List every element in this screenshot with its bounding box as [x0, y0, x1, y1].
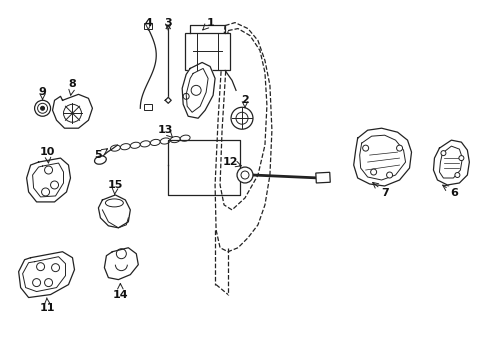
Text: 3: 3 — [164, 18, 172, 28]
Text: 7: 7 — [381, 188, 388, 198]
Ellipse shape — [180, 135, 190, 141]
Polygon shape — [52, 94, 92, 128]
Ellipse shape — [170, 136, 180, 143]
Polygon shape — [165, 97, 171, 103]
Circle shape — [396, 145, 402, 151]
Circle shape — [44, 279, 52, 287]
Circle shape — [440, 150, 445, 156]
Polygon shape — [432, 140, 468, 185]
Circle shape — [50, 181, 59, 189]
Polygon shape — [182, 62, 215, 118]
Circle shape — [35, 100, 50, 116]
Bar — [185, 32, 229, 71]
Circle shape — [370, 169, 376, 175]
Text: 9: 9 — [39, 87, 46, 97]
Text: 4: 4 — [144, 18, 152, 28]
Circle shape — [386, 172, 392, 178]
Circle shape — [37, 263, 44, 271]
Circle shape — [51, 264, 60, 272]
Circle shape — [191, 85, 201, 95]
Bar — [144, 23, 152, 28]
Text: 15: 15 — [107, 180, 123, 190]
Circle shape — [458, 156, 463, 161]
Bar — [144, 104, 152, 110]
Text: 14: 14 — [112, 289, 128, 300]
Circle shape — [237, 167, 252, 183]
Text: 1: 1 — [206, 18, 214, 28]
Polygon shape — [19, 252, 74, 298]
Text: 13: 13 — [157, 125, 173, 135]
Circle shape — [454, 172, 459, 177]
Circle shape — [230, 107, 252, 129]
Ellipse shape — [130, 142, 140, 148]
Ellipse shape — [110, 145, 120, 151]
Polygon shape — [353, 128, 411, 186]
Polygon shape — [26, 158, 70, 202]
Text: 6: 6 — [449, 188, 457, 198]
Text: 8: 8 — [68, 79, 76, 89]
Text: 10: 10 — [40, 147, 55, 157]
Circle shape — [362, 145, 368, 151]
Polygon shape — [98, 195, 130, 228]
Bar — [315, 172, 329, 183]
Ellipse shape — [120, 144, 130, 150]
Circle shape — [44, 166, 52, 174]
Ellipse shape — [94, 156, 106, 164]
Ellipse shape — [150, 139, 160, 145]
Ellipse shape — [160, 138, 170, 144]
Text: 2: 2 — [241, 95, 248, 105]
Polygon shape — [104, 248, 138, 280]
Circle shape — [33, 279, 41, 287]
Text: 5: 5 — [94, 150, 102, 160]
Ellipse shape — [140, 141, 150, 147]
Text: 11: 11 — [40, 302, 55, 312]
Circle shape — [41, 106, 44, 110]
Text: 12: 12 — [222, 157, 237, 167]
Circle shape — [41, 188, 49, 196]
